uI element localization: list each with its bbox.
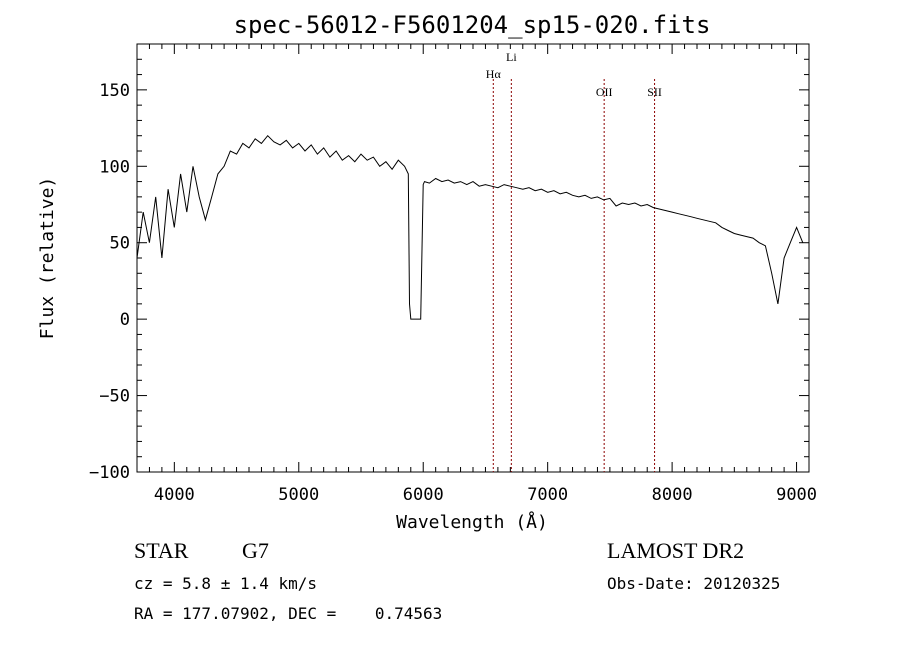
coordinates: RA = 177.07902, DEC = 0.74563 [134, 604, 443, 623]
x-tick-label: 6000 [403, 485, 444, 505]
x-axis-label: Wavelength (Å) [396, 511, 548, 533]
x-tick-label: 8000 [652, 485, 693, 505]
y-axis: 150 100 50 0 −50 −100 [89, 43, 809, 483]
x-tick-label: 5000 [278, 485, 319, 505]
spectral-subclass: G7 [242, 538, 269, 563]
y-axis-label: Flux (relative) [37, 177, 58, 340]
y-tick-label: −100 [89, 463, 130, 483]
observation-date: Obs-Date: 20120325 [607, 574, 781, 593]
annotation-label: Hα [486, 67, 502, 81]
y-tick-label: 150 [99, 81, 130, 101]
redshift-info: cz = 5.8 ± 1.4 km/s [134, 574, 318, 593]
annotation-label: SII [647, 85, 662, 99]
y-tick-label: 0 [120, 310, 130, 330]
y-tick-label: −50 [99, 387, 130, 407]
x-tick-label: 9000 [776, 485, 817, 505]
line-annotations: Hα Li OII SII [486, 50, 662, 472]
annotation-label: OII [596, 85, 613, 99]
annotation-label: Li [506, 50, 517, 64]
plot-frame [136, 43, 810, 473]
spectrum-series-line [136, 134, 804, 320]
x-tick-label: 4000 [154, 485, 195, 505]
spectral-class: STAR [134, 538, 189, 563]
y-tick-label: 100 [99, 157, 130, 177]
survey-name: LAMOST DR2 [607, 538, 745, 563]
chart-title: spec-56012-F5601204_sp15-020.fits [234, 11, 711, 39]
y-tick-label: 50 [110, 234, 130, 254]
x-axis: 4000 5000 6000 7000 8000 9000 [136, 44, 817, 505]
x-tick-label: 7000 [527, 485, 568, 505]
